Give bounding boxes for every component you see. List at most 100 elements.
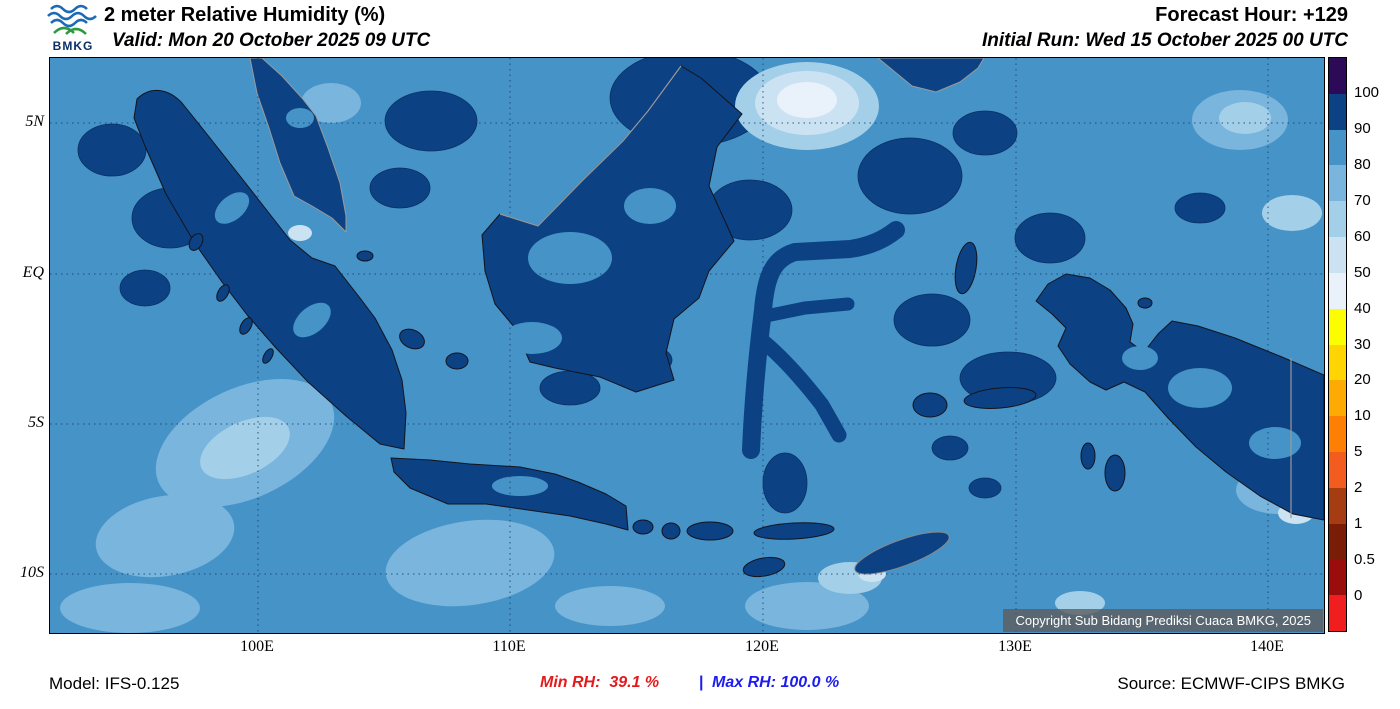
colorbar-tick-label: 20 [1354, 371, 1371, 389]
humidity-patch [214, 192, 250, 224]
humidity-patch [293, 302, 331, 338]
colorbar-segment [1329, 58, 1346, 94]
humidity-patch [384, 90, 478, 152]
mentawai-island [262, 348, 274, 364]
humidity-patch [119, 269, 171, 307]
max-rh-label: Max RH: 100.0 % [712, 674, 840, 691]
colorbar-tick-label: 90 [1354, 119, 1371, 137]
humidity-patch [200, 416, 290, 480]
humidity-patch [968, 477, 1002, 499]
source-label: Source: ECMWF-CIPS BMKG [1117, 674, 1345, 693]
colorbar-segment [1329, 201, 1346, 238]
humidity-patch [1122, 346, 1158, 370]
x-tick-label: 140E [1250, 638, 1284, 655]
sumbawa-island [686, 521, 734, 541]
humidity-patch [492, 476, 548, 496]
colorbar-segment [1329, 272, 1346, 309]
malay-peninsula [249, 58, 347, 233]
halmahera-island [954, 241, 978, 295]
humidity-patch [777, 82, 837, 118]
copyright-overlay: Copyright Sub Bidang Prediksi Cuaca BMKG… [1003, 609, 1323, 632]
colorbar-tick-label: 40 [1354, 299, 1371, 317]
humidity-map: Copyright Sub Bidang Prediksi Cuaca BMKG… [49, 57, 1325, 634]
colorbar-tick-label: 1 [1354, 515, 1363, 533]
x-tick-label: 120E [745, 638, 779, 655]
colorbar [1328, 57, 1347, 632]
humidity-patch [1174, 192, 1226, 224]
riau-islands [356, 250, 374, 262]
colorbar-segment [1329, 559, 1346, 596]
colorbar-tick-label: 0.5 [1354, 551, 1375, 569]
humidity-patch [288, 225, 312, 241]
mentawai-island [239, 317, 253, 335]
colorbar-tick-label: 100 [1354, 83, 1380, 101]
colorbar-tick-label: 80 [1354, 155, 1371, 173]
colorbar-segment [1329, 129, 1346, 166]
islands [133, 58, 1324, 578]
colorbar-segment [1329, 380, 1346, 417]
colorbar-segment [1329, 344, 1346, 381]
humidity-patch [528, 232, 612, 284]
sumatra-island [133, 90, 407, 450]
malaysia-borneo-coast [499, 65, 682, 227]
humidity-patch [539, 370, 601, 406]
humidity-map-canvas [50, 58, 1324, 633]
flores-island [753, 522, 835, 540]
biak-island [1137, 297, 1153, 309]
page-title: 2 meter Relative Humidity (%) [104, 4, 386, 26]
humidity-patch [1168, 368, 1232, 408]
humidity-patch [745, 582, 869, 630]
colorbar-tick-label: 30 [1354, 335, 1371, 353]
kai-islands [1080, 442, 1096, 470]
sumba-island [742, 556, 786, 578]
humidity-patch [762, 452, 808, 514]
min-max-separator: | [699, 674, 704, 691]
colorbar-segment [1329, 487, 1346, 524]
humidity-patch [369, 167, 431, 209]
humidity-patch [624, 188, 676, 224]
humidity-patch [1219, 102, 1271, 134]
humidity-patch [857, 137, 963, 215]
colorbar-segment [1329, 165, 1346, 202]
y-tick-label: EQ [22, 264, 44, 281]
nias-island [188, 233, 204, 251]
colorbar-segment [1329, 451, 1346, 488]
buru-island [912, 392, 948, 418]
initial-run-label: Initial Run: Wed 15 October 2025 00 UTC [981, 30, 1348, 51]
bmkg-logo-label: BMKG [52, 39, 94, 53]
bangka-island [399, 328, 425, 350]
timor-island [854, 531, 950, 575]
colorbar-tick-label: 60 [1354, 227, 1371, 245]
valid-time-label: Valid: Mon 20 October 2025 09 UTC [112, 30, 431, 51]
humidity-patch [555, 586, 665, 626]
y-tick-label: 5N [25, 113, 44, 130]
y-tick-label: 5S [28, 414, 44, 431]
humidity-patch [1262, 195, 1322, 231]
colorbar-segment [1329, 595, 1346, 631]
humidity-patch [893, 293, 971, 347]
y-tick-label: 10S [20, 564, 44, 581]
belitung-island [445, 352, 469, 370]
map-gridlines [50, 58, 1324, 633]
aru-islands [1104, 454, 1126, 492]
x-tick-label: 130E [998, 638, 1032, 655]
humidity-patch [60, 583, 200, 633]
colorbar-segment [1329, 93, 1346, 130]
colorbar-tick-label: 50 [1354, 263, 1371, 281]
bali-island [632, 519, 654, 535]
humidity-patch [931, 435, 969, 461]
land-humidity-mottle [214, 108, 1301, 496]
humidity-patch [502, 322, 562, 354]
colorbar-segment [1329, 416, 1346, 452]
colorbar-segment [1329, 308, 1346, 345]
colorbar-tick-label: 0 [1354, 587, 1363, 605]
humidity-patch [952, 110, 1018, 156]
humidity-patch [1249, 427, 1301, 459]
colorbar-tick-label: 70 [1354, 191, 1371, 209]
mentawai-island [216, 284, 230, 302]
humidity-patch [95, 494, 235, 578]
bmkg-logo-icon [47, 4, 97, 35]
colorbar-tick-label: 5 [1354, 443, 1363, 461]
colorbar-segment [1329, 237, 1346, 273]
humidity-patch [286, 108, 314, 128]
